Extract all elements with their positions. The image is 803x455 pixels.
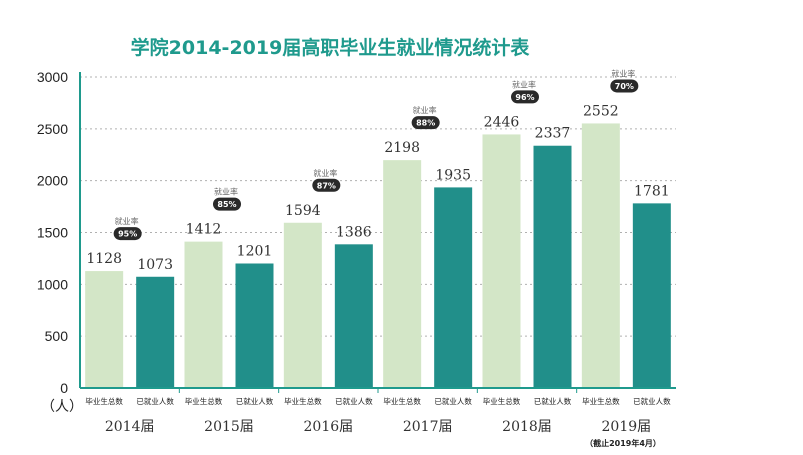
bar — [184, 241, 223, 388]
x-series-label: 毕业生总数 — [85, 396, 123, 406]
rate-value: 85% — [217, 200, 236, 209]
bar-group: 2552 1781 就业率 70% — [581, 68, 671, 389]
rate-tag: 就业率 — [313, 168, 337, 178]
gridlines — [80, 76, 676, 337]
data-label: 2552 — [583, 103, 619, 119]
bar — [434, 187, 473, 388]
rate-value: 95% — [118, 230, 137, 239]
rate-value: 96% — [515, 93, 534, 102]
bar-group: 2198 1935 就业率 88% — [383, 105, 473, 388]
data-label: 1594 — [285, 203, 321, 219]
x-category-label: 2019届 — [602, 419, 652, 435]
data-label: 1128 — [86, 251, 122, 267]
rate-pill — [312, 178, 341, 192]
x-series-label: 已就业人数 — [434, 396, 472, 406]
rate-value: 88% — [416, 119, 435, 128]
x-category-label: 2014届 — [105, 419, 155, 435]
x-category-label: 2015届 — [204, 419, 254, 435]
x-category-label: 2018届 — [502, 419, 552, 435]
bar-group: 2446 2337 就业率 96% — [482, 79, 572, 388]
rate-value: 87% — [317, 181, 336, 190]
x-series-label: 已就业人数 — [633, 396, 671, 406]
y-tick-label: 1500 — [37, 225, 68, 241]
x-series-label: 毕业生总数 — [284, 396, 322, 406]
rate-pill — [610, 79, 639, 93]
rate-tag: 就业率 — [413, 105, 437, 115]
rate-pill — [411, 116, 440, 130]
rate-tag: 就业率 — [115, 216, 139, 226]
x-series-label: 毕业生总数 — [483, 396, 521, 406]
x-series-label: 已就业人数 — [335, 396, 373, 406]
data-label: 1073 — [137, 257, 173, 273]
rate-value: 70% — [615, 82, 634, 91]
data-label: 2198 — [384, 140, 420, 156]
rate-tag: 就业率 — [611, 68, 635, 78]
bar — [334, 244, 373, 388]
bar — [235, 263, 274, 388]
x-series-label: 已就业人数 — [534, 396, 572, 406]
y-tick-label: 2000 — [37, 173, 68, 189]
y-axis: 0 500 1000 1500 2000 2500 3000 — [37, 69, 81, 396]
data-label: 1935 — [435, 167, 471, 183]
bar — [136, 276, 175, 388]
rate-pill — [511, 90, 539, 104]
bar — [533, 145, 572, 388]
rate-pill — [113, 227, 142, 241]
x-series-label: 毕业生总数 — [185, 396, 223, 406]
y-tick-label: 3000 — [37, 69, 68, 85]
rate-tag: 就业率 — [214, 187, 238, 197]
bars: 1128 1073 就业率 95% 1412 1201 就业率 85% 1594 1386 就业率 8… — [85, 68, 671, 389]
bar-group: 1128 1073 就业率 95% — [85, 216, 175, 388]
x-series-label: 已就业人数 — [136, 396, 174, 406]
x-category-label: 2016届 — [304, 419, 354, 435]
bar — [581, 123, 620, 389]
y-tick-label: 1000 — [37, 276, 68, 292]
data-label: 1412 — [186, 222, 222, 238]
rate-tag: 就业率 — [512, 79, 536, 89]
x-category-label: 2017届 — [403, 419, 453, 435]
data-label: 2337 — [535, 126, 571, 142]
y-tick-label: 2500 — [37, 121, 68, 137]
bar — [283, 222, 322, 388]
bar — [482, 134, 521, 388]
bar-group: 1594 1386 就业率 87% — [283, 168, 373, 388]
bar-group: 1412 1201 就业率 85% — [184, 187, 274, 388]
x-series-label: 已就业人数 — [236, 396, 274, 406]
bar — [383, 160, 422, 388]
y-axis-unit: （人） — [41, 398, 83, 414]
rate-pill — [213, 197, 241, 211]
bar — [632, 203, 671, 388]
chart-title: 学院2014-2019届高职毕业生就业情况统计表 — [130, 37, 530, 59]
y-tick-label: 500 — [45, 328, 69, 344]
data-label: 1201 — [237, 243, 273, 259]
bar — [85, 271, 124, 388]
data-label: 1781 — [634, 183, 670, 199]
x-series-label: 毕业生总数 — [383, 396, 421, 406]
footnote: （截止2019年4月） — [585, 438, 661, 448]
y-tick-label: 0 — [60, 380, 68, 396]
x-series-label: 毕业生总数 — [582, 396, 620, 406]
data-label: 2446 — [484, 114, 520, 130]
data-label: 1386 — [336, 224, 372, 240]
